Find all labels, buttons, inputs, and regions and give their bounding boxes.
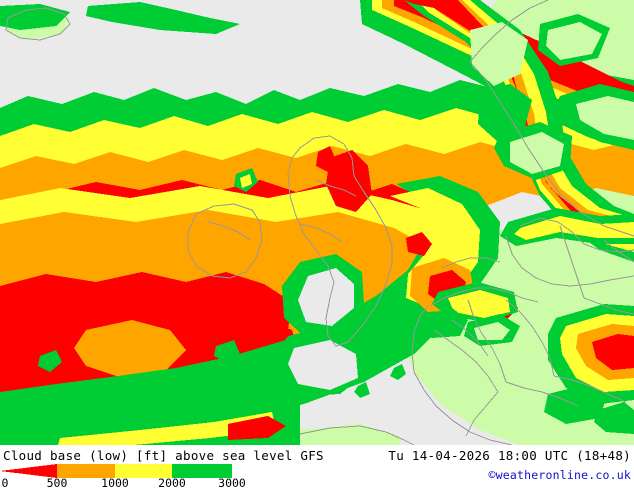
footer-bar: Cloud base (low) [ft] above sea level GF…: [0, 445, 634, 490]
contour-field-layer: [0, 0, 634, 445]
legend-tick-2000: 2000: [158, 476, 186, 490]
legend-band-0-500[interactable]: [0, 464, 57, 478]
legend-band-500-1000[interactable]: [57, 464, 115, 478]
copyright-label: ©weatheronline.co.uk: [488, 468, 631, 482]
map-area[interactable]: [0, 0, 634, 445]
coastline-layer: [5, 0, 634, 445]
legend-colour-scale[interactable]: 0 500 1000 2000 3000: [0, 464, 260, 490]
legend-tick-500: 500: [46, 476, 68, 490]
map-canvas[interactable]: [0, 0, 634, 445]
valid-time-label: Tu 14-04-2026 18:00 UTC (18+48): [388, 448, 631, 463]
legend-band-2000-3000[interactable]: [172, 464, 232, 478]
legend-tick-3000: 3000: [218, 476, 246, 490]
legend-band-1000-2000[interactable]: [115, 464, 172, 478]
legend-tick-0: 0: [1, 476, 9, 490]
legend-tick-1000: 1000: [101, 476, 129, 490]
product-title: Cloud base (low) [ft] above sea level GF…: [3, 448, 324, 463]
legend-swatches[interactable]: [0, 464, 260, 478]
